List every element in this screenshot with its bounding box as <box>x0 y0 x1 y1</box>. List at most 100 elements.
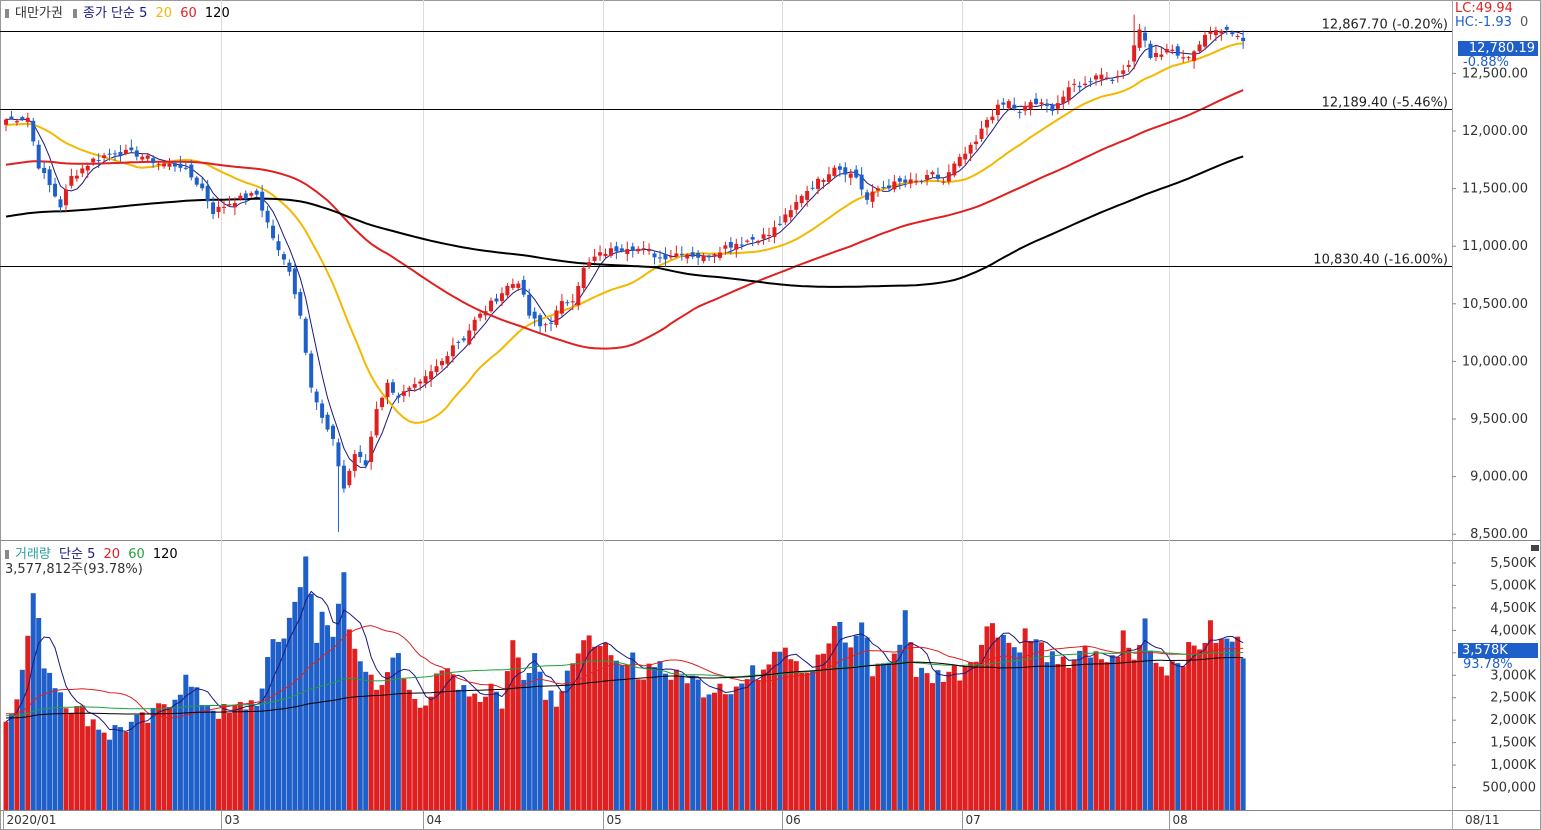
volume-bar <box>341 572 347 810</box>
candle-body <box>1099 74 1104 80</box>
volume-bar <box>265 657 271 810</box>
legend-marker <box>5 9 9 18</box>
candle-body <box>118 151 123 156</box>
price-ma60-line <box>5 89 1244 350</box>
volume-bar <box>548 690 554 810</box>
volume-bar <box>728 694 734 810</box>
candle-body <box>745 240 750 242</box>
volume-bar <box>1039 642 1044 810</box>
candle-body <box>1197 44 1202 52</box>
candle-body <box>14 121 19 123</box>
volume-bar <box>880 663 886 810</box>
price-axis-label: 10,500.00 <box>1462 297 1528 312</box>
volume-bar <box>134 714 140 810</box>
candle-body <box>1164 48 1169 53</box>
volume-bar <box>673 669 679 810</box>
candle-body <box>750 237 755 240</box>
candle-body <box>276 241 281 251</box>
candle-body <box>816 178 821 189</box>
candle-body <box>1121 70 1126 74</box>
volume-bar <box>390 657 396 810</box>
volume-bar <box>619 665 625 810</box>
candle-body <box>42 167 47 174</box>
candle-body <box>696 252 701 258</box>
xaxis-tick-label: 06 <box>786 813 801 827</box>
volume-bar <box>1197 649 1203 810</box>
candle-body <box>20 117 25 120</box>
xaxis-tick-label: 03 <box>225 813 240 827</box>
volume-bar <box>434 673 440 810</box>
panel-collapse-icon[interactable] <box>1531 545 1539 551</box>
price-legend: 대만가권 종가 단순 5 20 60 120 <box>5 2 230 21</box>
volume-bar <box>706 694 712 810</box>
candle-body <box>805 190 810 200</box>
volume-bar <box>428 696 434 810</box>
volume-bar <box>25 635 31 810</box>
volume-axis-label: 1,500K <box>1490 736 1536 751</box>
candle-body <box>946 172 951 182</box>
volume-bar <box>1240 658 1246 810</box>
volume-bar <box>1077 650 1083 810</box>
candle-body <box>74 175 79 179</box>
candle-body <box>799 195 804 204</box>
candle-body <box>658 257 662 259</box>
candle-body <box>385 382 390 398</box>
volume-bar <box>1022 628 1028 810</box>
volume-bar <box>1093 651 1099 810</box>
corner-hc: HC:-1.93 <box>1455 15 1512 30</box>
candle-body <box>216 206 221 212</box>
current-volume-pct: 93.78% <box>1463 657 1513 672</box>
volume-bar <box>36 617 42 810</box>
candle-body <box>935 174 940 179</box>
volume-bar <box>477 702 483 810</box>
candle-body <box>418 381 423 384</box>
candle-body <box>598 252 603 256</box>
candle-body <box>712 254 717 256</box>
candle-body <box>494 298 499 302</box>
candle-body <box>134 150 139 157</box>
candle-body <box>1153 52 1158 58</box>
volume-bar <box>755 679 761 810</box>
volume-bar <box>90 719 96 810</box>
volume-ma20-line <box>5 625 1244 719</box>
reference-line-label: 10,830.40 (-16.00%) <box>1313 253 1448 268</box>
volume-bar <box>74 706 80 810</box>
volume-bar <box>1191 645 1197 810</box>
volume-bar <box>570 663 576 810</box>
volume-ma120-label: 120 <box>152 547 178 562</box>
candle-body <box>407 387 412 390</box>
candle-body <box>1017 111 1022 113</box>
candle-body <box>380 397 385 408</box>
candle-body <box>102 155 107 159</box>
volume-bar <box>979 644 985 810</box>
legend-marker <box>72 9 77 18</box>
volume-bar <box>766 664 772 810</box>
volume-bar <box>226 713 232 810</box>
volume-bar <box>1071 659 1077 810</box>
volume-bar <box>346 629 352 810</box>
volume-bar <box>1104 662 1110 810</box>
candle-body <box>679 253 684 255</box>
volume-bar <box>891 653 897 810</box>
volume-bar <box>499 708 505 810</box>
volume-axis-label: 4,000K <box>1490 623 1536 638</box>
volume-bar <box>924 673 930 810</box>
volume-bar <box>363 671 369 810</box>
xaxis-tick-label: 05 <box>607 813 622 827</box>
candle-body <box>1104 77 1109 79</box>
volume-bar <box>657 661 663 810</box>
price-series-name: 대만가권 <box>15 6 63 21</box>
volume-bar <box>1055 664 1061 810</box>
candle-body <box>886 185 891 189</box>
candle-body <box>652 253 657 258</box>
volume-axis-label: 3,000K <box>1490 668 1536 683</box>
candle-body <box>995 104 1000 116</box>
volume-bar <box>8 714 14 810</box>
candle-body <box>456 341 461 343</box>
volume-bar <box>957 680 963 810</box>
volume-bar <box>553 706 559 810</box>
volume-bar <box>194 687 200 810</box>
candle-body <box>265 210 270 223</box>
candle-body <box>685 254 690 259</box>
